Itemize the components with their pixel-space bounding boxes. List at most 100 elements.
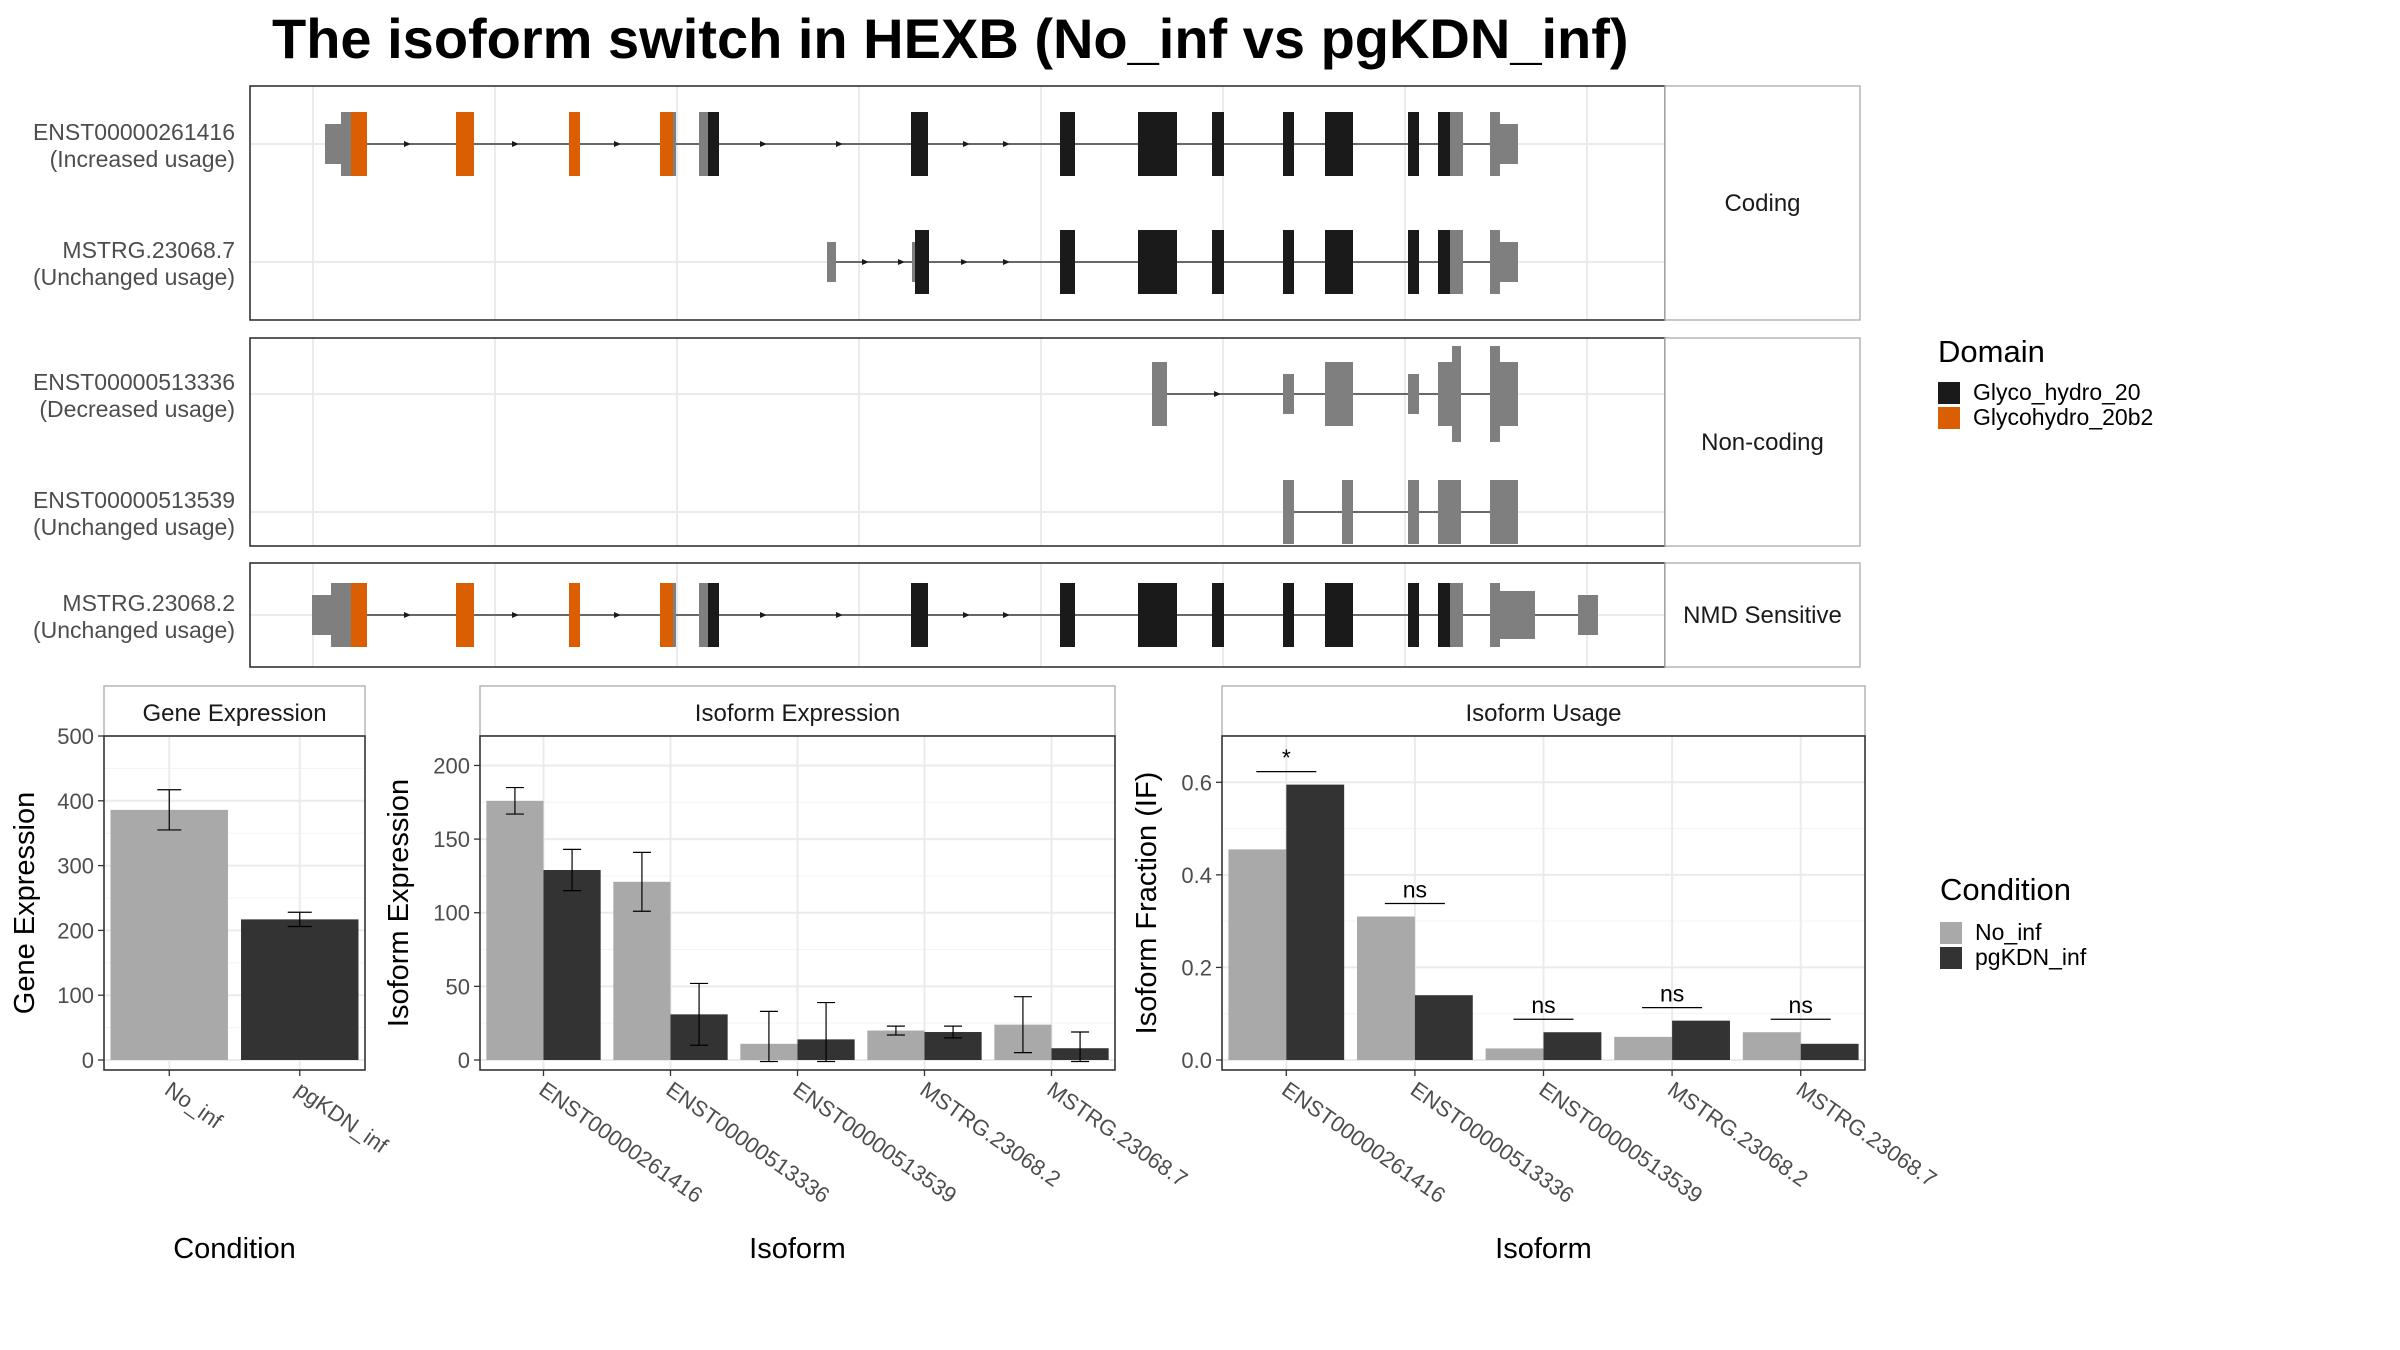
- x-axis-title: Isoform: [749, 1233, 846, 1265]
- exon: [699, 583, 708, 647]
- x-tick-label: MSTRG.23068.7: [1043, 1077, 1193, 1192]
- exon: [1138, 230, 1177, 294]
- y-axis-title: Isoform Fraction (IF): [1131, 772, 1163, 1035]
- exon: [1438, 112, 1450, 176]
- exon: [1060, 583, 1075, 647]
- x-tick-label: MSTRG.23068.7: [1792, 1077, 1942, 1192]
- transcript-track-ENST00000261416: ENST00000261416(Increased usage): [33, 112, 1518, 176]
- exon: [1138, 583, 1177, 647]
- exon: [1490, 583, 1500, 647]
- significance-label: *: [1282, 745, 1291, 771]
- x-tick-label: pgKDN_inf: [291, 1077, 393, 1159]
- exon: [1438, 230, 1450, 294]
- track-sublabel: (Unchanged usage): [33, 617, 235, 643]
- exon: [660, 112, 673, 176]
- exon: [1212, 583, 1224, 647]
- track-sublabel: (Increased usage): [50, 146, 235, 172]
- y-tick-label: 200: [433, 753, 470, 778]
- exon: [1438, 480, 1461, 544]
- exon: [673, 112, 676, 176]
- exon: [827, 242, 836, 282]
- y-tick-label: 100: [433, 901, 470, 926]
- chart-strip: [1221, 685, 1866, 737]
- exon: [1500, 124, 1518, 164]
- exon: [708, 112, 719, 176]
- x-axis-title: Condition: [173, 1233, 296, 1265]
- significance-label: ns: [1789, 992, 1813, 1018]
- y-tick-label: 0.2: [1181, 955, 1212, 980]
- condition-legend-key: [1940, 947, 1962, 969]
- exon: [1060, 112, 1075, 176]
- bar-pgKDN_inf: [1414, 995, 1473, 1060]
- exon: [1500, 591, 1535, 639]
- y-axis-title: Isoform Expression: [383, 779, 415, 1027]
- exon: [1325, 362, 1353, 426]
- strand-arrow: [836, 612, 843, 618]
- strand-arrow: [963, 141, 970, 147]
- panel-strip: [1664, 337, 1861, 547]
- significance-label: ns: [1531, 992, 1555, 1018]
- strand-arrow: [614, 612, 621, 618]
- chart-strip-label: Gene Expression: [142, 700, 326, 727]
- significance-label: ns: [1403, 877, 1427, 903]
- y-tick-label: 50: [446, 974, 470, 999]
- y-tick-label: 0.4: [1181, 863, 1212, 888]
- condition-legend-key: [1940, 922, 1962, 944]
- bar-No_inf: [1357, 916, 1415, 1060]
- exon: [312, 595, 331, 635]
- exon: [1450, 230, 1463, 294]
- exon: [1283, 374, 1294, 414]
- strand-arrow: [963, 612, 970, 618]
- chart-strip-label: Isoform Usage: [1465, 700, 1621, 727]
- y-tick-label: 300: [57, 854, 94, 879]
- bar-pgKDN_inf: [1800, 1043, 1859, 1060]
- y-tick-label: 0.6: [1181, 770, 1212, 795]
- exon: [1283, 583, 1294, 647]
- condition-legend-label: No_inf: [1975, 919, 2042, 945]
- exon: [1325, 230, 1353, 294]
- exon: [1408, 583, 1419, 647]
- exon: [911, 112, 928, 176]
- panel-strip: [1664, 562, 1861, 668]
- exon: [1152, 362, 1167, 426]
- panel-strip-label: NMD Sensitive: [1683, 602, 1842, 629]
- exon: [915, 230, 929, 294]
- strand-arrow: [404, 612, 411, 618]
- exon: [1490, 230, 1500, 294]
- chart-strip: [103, 685, 366, 737]
- condition-legend-label: pgKDN_inf: [1975, 944, 2087, 970]
- y-tick-label: 400: [57, 789, 94, 814]
- exon: [456, 112, 474, 176]
- condition-legend-title: Condition: [1940, 872, 2071, 907]
- exon: [1212, 230, 1224, 294]
- exon: [1452, 346, 1461, 442]
- exon: [912, 242, 915, 282]
- chart-isoform-expression: Isoform Expression050100150200ENST000002…: [383, 685, 1193, 1265]
- bar-No_inf: [486, 800, 544, 1060]
- exon: [1342, 480, 1353, 544]
- strand-arrow: [760, 141, 767, 147]
- structure-panel-non-coding: Non-coding ENST00000513336(Decreased usag…: [33, 337, 1861, 547]
- chart-strip: [479, 685, 1116, 737]
- exon: [1438, 583, 1450, 647]
- strand-arrow: [862, 259, 869, 265]
- y-tick-label: 100: [57, 983, 94, 1008]
- exon: [1408, 112, 1419, 176]
- exon: [1438, 362, 1452, 426]
- x-axis-title: Isoform: [1495, 1233, 1592, 1265]
- y-tick-label: 200: [57, 918, 94, 943]
- strand-arrow: [898, 259, 905, 265]
- exon: [351, 112, 367, 176]
- track-label: MSTRG.23068.7: [62, 237, 235, 263]
- bar: [241, 919, 359, 1060]
- bar-pgKDN_inf: [1286, 784, 1345, 1060]
- bar-No_inf: [1485, 1048, 1544, 1060]
- track-label: ENST00000513336: [33, 369, 235, 395]
- track-sublabel: (Unchanged usage): [33, 264, 235, 290]
- track-sublabel: (Decreased usage): [39, 396, 235, 422]
- exon: [1283, 112, 1294, 176]
- exon: [331, 583, 351, 647]
- exon: [1325, 112, 1353, 176]
- exon: [1283, 480, 1294, 544]
